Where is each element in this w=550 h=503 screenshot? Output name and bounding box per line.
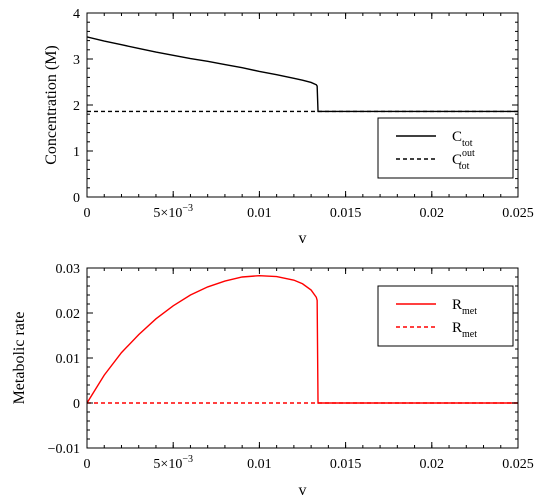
legend-box (377, 285, 514, 347)
y-axis-label: Metabolic rate (11, 312, 28, 405)
x-tick-label: 0.01 (247, 206, 272, 221)
x-axis-label: v (299, 482, 307, 499)
x-tick-label: 0.025 (502, 457, 534, 472)
y-tick-label: 0.01 (56, 352, 81, 367)
x-tick-label: 5×10−3 (153, 454, 193, 472)
x-tick-label: 5×10−3 (153, 203, 193, 221)
legend-box (377, 117, 514, 179)
y-tick-label: 2 (73, 99, 80, 114)
x-tick-label: 0 (84, 457, 91, 472)
y-tick-label: 0 (73, 397, 80, 412)
x-axis-label: v (299, 230, 307, 247)
y-tick-label: 0 (73, 191, 80, 206)
x-tick-label: 0.015 (330, 457, 362, 472)
x-tick-label: 0.025 (502, 206, 534, 221)
x-tick-label: 0 (84, 206, 91, 221)
y-tick-label: 3 (73, 53, 80, 68)
y-tick-label: 4 (73, 7, 80, 22)
y-tick-label: 0.03 (56, 262, 81, 277)
series-line-1 (87, 36, 518, 113)
concentration-chart: 0 5×10−3 0.01 0.015 0.02 0.025 0 1 2 3 4 v Concentra… (43, 7, 534, 247)
x-tick-label: 0.015 (330, 206, 362, 221)
y-tick-label: −0.01 (48, 442, 80, 457)
y-axis-label: Concentration (M) (43, 45, 60, 165)
x-tick-label: 0.01 (247, 457, 272, 472)
y-tick-label: 1 (73, 145, 80, 160)
metabolic-rate-chart: 0 5×10−3 0.01 0.015 0.02 0.025 −0.01 0 0.01 0.02 0… (11, 262, 534, 499)
x-tick-label: 0.02 (420, 206, 445, 221)
y-tick-label: 0.02 (56, 307, 81, 322)
series-line-1 (87, 274, 518, 404)
x-tick-label: 0.02 (420, 457, 445, 472)
